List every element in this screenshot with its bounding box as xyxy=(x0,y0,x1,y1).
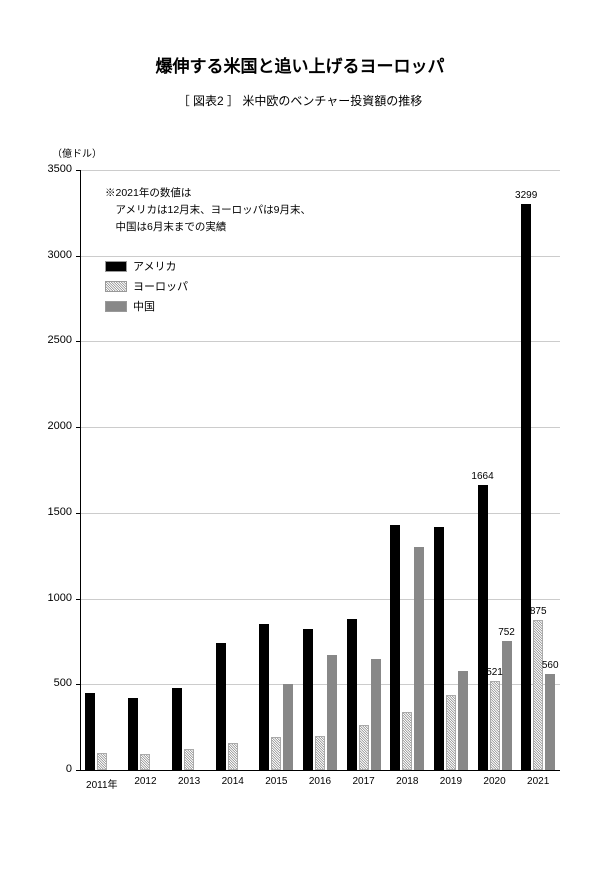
legend-label: 中国 xyxy=(133,298,155,314)
bar-china xyxy=(371,659,381,770)
bar-america xyxy=(303,629,313,770)
bar-europe xyxy=(446,695,456,770)
bar-europe xyxy=(228,743,238,770)
gridline xyxy=(80,341,560,342)
bar-europe xyxy=(533,620,543,770)
gridline xyxy=(80,684,560,685)
data-label: 521 xyxy=(481,667,509,678)
legend-item-europe: ヨーロッパ xyxy=(105,278,188,294)
x-axis xyxy=(76,770,560,771)
bar-america xyxy=(478,485,488,770)
bar-america xyxy=(128,698,138,770)
bar-america xyxy=(521,204,531,770)
bar-america xyxy=(216,643,226,770)
bar-china xyxy=(502,641,512,770)
bar-china xyxy=(283,684,293,770)
bar-china xyxy=(458,671,468,770)
bar-europe xyxy=(359,725,369,770)
bar-america xyxy=(347,619,357,770)
note-line: 中国は6月末までの実績 xyxy=(105,219,311,236)
legend-swatch-icon xyxy=(105,261,127,272)
x-tick-label: 2013 xyxy=(167,776,211,787)
bar-europe xyxy=(271,737,281,770)
x-tick-label: 2020 xyxy=(473,776,517,787)
y-tick-label: 0 xyxy=(32,763,72,775)
bar-europe xyxy=(140,754,150,770)
y-tick-label: 2000 xyxy=(32,420,72,432)
gridline xyxy=(80,427,560,428)
y-axis-label: （億ドル） xyxy=(52,145,102,160)
y-tick-label: 500 xyxy=(32,677,72,689)
x-tick-label: 2018 xyxy=(385,776,429,787)
chart-subtitle: ［ 図表2 ］ 米中欧のベンチャー投資額の推移 xyxy=(0,92,600,109)
gridline xyxy=(80,599,560,600)
data-label: 1664 xyxy=(469,471,497,482)
y-tick-label: 3000 xyxy=(32,249,72,261)
x-tick-label: 2014 xyxy=(211,776,255,787)
bar-america xyxy=(172,688,182,770)
bar-america xyxy=(434,527,444,770)
data-label: 875 xyxy=(524,606,552,617)
x-tick-label: 2017 xyxy=(342,776,386,787)
y-tick-label: 2500 xyxy=(32,334,72,346)
bar-america xyxy=(259,624,269,770)
bar-europe xyxy=(315,736,325,770)
bar-europe xyxy=(97,753,107,770)
bar-america xyxy=(85,693,95,770)
legend-swatch-icon xyxy=(105,301,127,312)
y-tick-label: 3500 xyxy=(32,163,72,175)
bar-china xyxy=(545,674,555,770)
legend-label: アメリカ xyxy=(133,258,176,274)
legend-item-america: アメリカ xyxy=(105,258,188,274)
bar-europe xyxy=(402,712,412,770)
bar-china xyxy=(327,655,337,770)
data-label: 3299 xyxy=(512,190,540,201)
gridline xyxy=(80,513,560,514)
note-line: ※2021年の数値は xyxy=(105,185,311,202)
y-axis xyxy=(80,170,81,770)
x-tick-label: 2019 xyxy=(429,776,473,787)
x-tick-label: 2015 xyxy=(255,776,299,787)
legend: アメリカ ヨーロッパ 中国 xyxy=(105,258,188,318)
gridline xyxy=(80,170,560,171)
x-tick-label: 2011年 xyxy=(80,776,124,791)
bar-europe xyxy=(490,681,500,770)
gridline xyxy=(80,256,560,257)
legend-label: ヨーロッパ xyxy=(133,278,188,294)
data-label: 560 xyxy=(536,660,564,671)
y-tick-label: 1500 xyxy=(32,506,72,518)
x-tick-label: 2016 xyxy=(298,776,342,787)
note-line: アメリカは12月末、ヨーロッパは9月末、 xyxy=(105,202,311,219)
data-label: 752 xyxy=(493,627,521,638)
legend-swatch-icon xyxy=(105,281,127,292)
x-tick-label: 2012 xyxy=(124,776,168,787)
bar-america xyxy=(390,525,400,770)
bar-china xyxy=(414,547,424,770)
y-tick-label: 1000 xyxy=(32,592,72,604)
chart-title: 爆伸する米国と追い上げるヨーロッパ xyxy=(0,52,600,77)
legend-item-china: 中国 xyxy=(105,298,188,314)
x-tick-label: 2021 xyxy=(516,776,560,787)
footnote: ※2021年の数値は アメリカは12月末、ヨーロッパは9月末、 中国は6月末まで… xyxy=(105,185,311,235)
bar-europe xyxy=(184,749,194,770)
